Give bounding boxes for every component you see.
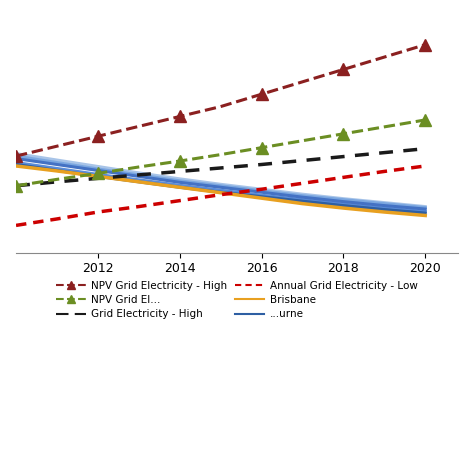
- Annual Grid Electricity - Low: [95, 209, 100, 215]
- NPV Grid Electricity - High: [13, 153, 19, 159]
- NPV Grid Electricity - Low: [259, 145, 264, 151]
- Annual Grid Electricity - Low: [340, 174, 346, 180]
- NPV Grid Electricity - Low: [422, 117, 428, 123]
- NPV Grid Electricity - Low: [340, 131, 346, 137]
- NPV Grid Electricity - Low: [300, 138, 305, 144]
- Annual Grid Electricity - Low: [13, 223, 19, 228]
- Line: Annual Grid Electricity - Low: Annual Grid Electricity - Low: [16, 166, 425, 226]
- NPV Grid Electricity - Low: [13, 183, 19, 189]
- Annual Grid Electricity - High: [300, 158, 305, 164]
- NPV Grid Electricity - Low: [382, 124, 387, 130]
- Annual Grid Electricity - Low: [136, 204, 142, 210]
- NPV Grid Electricity - High: [300, 79, 305, 85]
- NPV Grid Electricity - High: [218, 104, 223, 109]
- Annual Grid Electricity - Low: [422, 163, 428, 169]
- Annual Grid Electricity - High: [422, 146, 428, 152]
- NPV Grid Electricity - Low: [95, 171, 100, 176]
- NPV Grid Electricity - High: [422, 42, 428, 47]
- Annual Grid Electricity - Low: [218, 192, 223, 198]
- Legend: NPV Grid Electricity - High, NPV Grid El..., Grid Electricity - High, Annual Gri: NPV Grid Electricity - High, NPV Grid El…: [52, 277, 422, 323]
- NPV Grid Electricity - High: [382, 54, 387, 60]
- NPV Grid Electricity - High: [177, 114, 182, 119]
- Annual Grid Electricity - Low: [300, 181, 305, 186]
- NPV Grid Electricity - High: [136, 124, 142, 129]
- Line: Annual Grid Electricity - High: Annual Grid Electricity - High: [16, 149, 425, 186]
- NPV Grid Electricity - High: [259, 91, 264, 97]
- Annual Grid Electricity - Low: [259, 186, 264, 192]
- Annual Grid Electricity - Low: [54, 216, 60, 222]
- Line: NPV Grid Electricity - Low: NPV Grid Electricity - Low: [10, 114, 431, 191]
- NPV Grid Electricity - High: [54, 143, 60, 149]
- Line: NPV Grid Electricity - High: NPV Grid Electricity - High: [10, 39, 431, 162]
- Annual Grid Electricity - Low: [177, 198, 182, 203]
- Annual Grid Electricity - High: [218, 165, 223, 171]
- NPV Grid Electricity - High: [340, 67, 346, 73]
- Annual Grid Electricity - High: [340, 154, 346, 159]
- NPV Grid Electricity - High: [95, 134, 100, 139]
- Annual Grid Electricity - High: [54, 179, 60, 185]
- NPV Grid Electricity - Low: [218, 152, 223, 157]
- Annual Grid Electricity - High: [136, 172, 142, 178]
- Annual Grid Electricity - Low: [382, 169, 387, 174]
- NPV Grid Electricity - Low: [54, 176, 60, 182]
- Annual Grid Electricity - High: [13, 183, 19, 189]
- Annual Grid Electricity - High: [177, 169, 182, 174]
- Annual Grid Electricity - High: [95, 175, 100, 181]
- NPV Grid Electricity - Low: [136, 164, 142, 170]
- Annual Grid Electricity - High: [259, 162, 264, 167]
- Annual Grid Electricity - High: [382, 150, 387, 155]
- NPV Grid Electricity - Low: [177, 158, 182, 164]
